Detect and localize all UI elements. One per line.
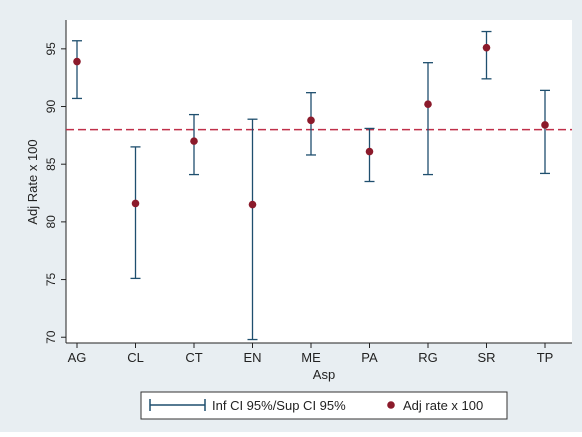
legend-point-swatch — [387, 401, 395, 409]
x-tick-label: ME — [301, 350, 321, 365]
x-tick-label: TP — [537, 350, 554, 365]
error-bar — [130, 146, 141, 280]
data-point — [131, 199, 140, 208]
data-point — [482, 43, 491, 52]
legend-label-rate: Adj rate x 100 — [403, 398, 483, 413]
y-tick-label: 90 — [44, 100, 58, 114]
y-tick-label: 80 — [44, 215, 58, 229]
error-bar — [247, 118, 258, 341]
y-axis-title: Adj Rate x 100 — [25, 139, 40, 224]
data-point — [424, 100, 432, 109]
x-tick-label: RG — [418, 350, 438, 365]
error-bar — [423, 62, 433, 176]
x-tick-label: EN — [243, 350, 261, 365]
x-tick-label: AG — [68, 350, 87, 365]
y-tick-label: 75 — [44, 273, 58, 287]
data-point — [190, 137, 198, 145]
y-tick-label: 85 — [44, 157, 58, 171]
data-point — [248, 200, 257, 209]
x-axis: AG CL CT EN ME PA RG SR TP — [66, 342, 572, 365]
data-point — [307, 116, 315, 125]
legend: Inf CI 95%/Sup CI 95% Adj rate x 100 — [140, 391, 508, 420]
error-bar — [72, 40, 82, 100]
y-axis: 70 75 80 85 90 95 — [44, 20, 67, 344]
data-point — [541, 121, 549, 129]
x-tick-label: SR — [477, 350, 495, 365]
error-bar — [540, 89, 550, 175]
x-axis-title: Asp — [313, 367, 335, 382]
points-layer — [73, 43, 549, 209]
x-tick-label: PA — [361, 350, 378, 365]
error-bar — [481, 30, 492, 80]
legend-label-ci: Inf CI 95%/Sup CI 95% — [212, 398, 346, 413]
y-tick-label: 95 — [44, 42, 58, 56]
plot-area — [66, 20, 572, 343]
x-tick-label: CT — [185, 350, 202, 365]
x-tick-label: CL — [127, 350, 144, 365]
legend-errorbar-swatch — [149, 399, 206, 411]
data-point — [365, 147, 374, 156]
data-point — [73, 57, 81, 66]
y-tick-label: 70 — [44, 330, 58, 344]
